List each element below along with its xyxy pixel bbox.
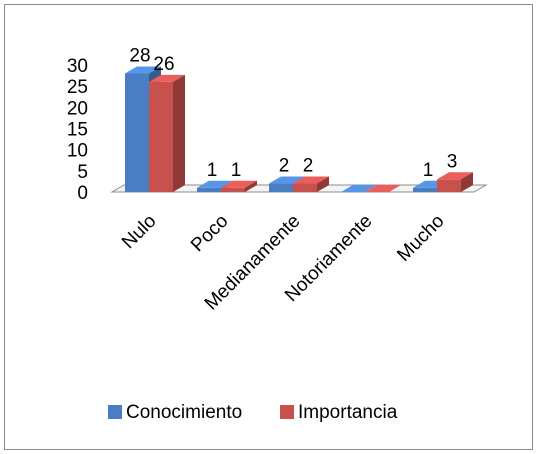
legend-swatch [108, 405, 122, 419]
bar-top [365, 185, 401, 192]
x-tick-label: Nulo [118, 211, 160, 253]
y-tick-label: 25 [67, 77, 88, 98]
bars [125, 66, 473, 192]
bar-side [317, 176, 329, 192]
bar [293, 176, 329, 192]
data-label: 28 [129, 45, 150, 66]
x-tick-label: Mucho [393, 211, 448, 266]
legend-label: Importancia [298, 402, 398, 423]
data-label: 3 [447, 151, 458, 172]
bar [365, 185, 401, 192]
bar [149, 74, 185, 192]
bar-front [293, 183, 317, 192]
data-label: 2 [279, 156, 290, 177]
bar-side [245, 180, 257, 192]
legend-label: Conocimiento [126, 402, 242, 423]
data-label: 1 [423, 160, 434, 181]
bar [221, 180, 257, 192]
data-label: 1 [231, 160, 242, 181]
legend: Conocimiento Importancia [108, 402, 398, 423]
data-label: 1 [207, 160, 218, 181]
y-tick-label: 0 [77, 183, 88, 204]
bar-side [461, 172, 473, 192]
y-tick-label: 15 [67, 120, 88, 141]
bar [437, 172, 473, 192]
data-label: 2 [303, 156, 314, 177]
y-tick-label: 20 [67, 98, 88, 119]
chart-frame [4, 4, 533, 450]
bar-front [149, 81, 173, 192]
legend-item: Importancia [280, 402, 398, 423]
data-labels: 28 261 1 2 2 1 3 [129, 45, 457, 180]
legend-swatch [280, 405, 294, 419]
legend-item: Conocimiento [108, 402, 242, 423]
bar-front [221, 187, 245, 192]
y-tick-label: 30 [67, 56, 88, 77]
y-tick-label: 5 [77, 162, 88, 183]
bar-side [173, 74, 185, 192]
x-tick-label: Poco [187, 211, 232, 256]
bar-front [197, 187, 221, 192]
data-label: 26 [153, 54, 174, 75]
bar-front [437, 179, 461, 192]
bar-front [269, 183, 293, 192]
bar-front [125, 73, 149, 192]
y-tick-label: 10 [67, 141, 88, 162]
bar-front [413, 187, 437, 192]
